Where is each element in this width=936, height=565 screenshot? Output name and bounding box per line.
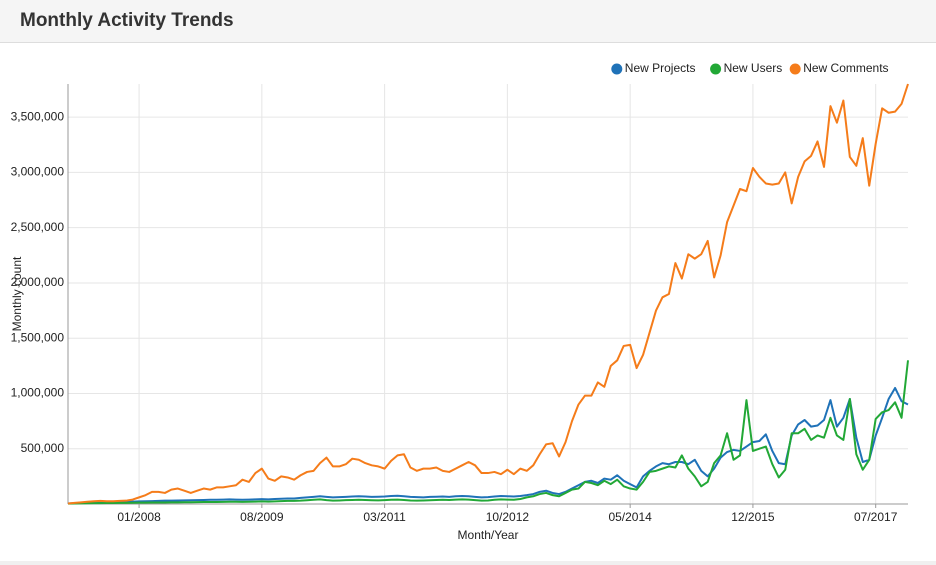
panel-title: Monthly Activity Trends bbox=[20, 10, 234, 31]
x-tick-label: 05/2014 bbox=[608, 510, 652, 524]
legend-swatch bbox=[789, 63, 801, 75]
series-line bbox=[67, 386, 909, 505]
y-axis-label: Monthly count bbox=[10, 256, 24, 331]
x-axis-label: Month/Year bbox=[458, 528, 519, 542]
y-tick-label: 1,500,000 bbox=[11, 330, 65, 344]
x-tick-label: 03/2011 bbox=[363, 510, 406, 524]
panel-header: Monthly Activity Trends bbox=[0, 0, 936, 43]
legend-label: New Users bbox=[724, 61, 783, 75]
y-tick-label: 2,500,000 bbox=[11, 220, 65, 234]
x-tick-label: 08/2009 bbox=[240, 510, 284, 524]
y-tick-label: 1,000,000 bbox=[11, 386, 65, 400]
legend-swatch bbox=[710, 63, 722, 75]
x-tick-label: 10/2012 bbox=[486, 510, 530, 524]
legend-swatch bbox=[611, 63, 623, 75]
x-tick-label: 12/2015 bbox=[731, 510, 775, 524]
y-tick-label: 3,500,000 bbox=[11, 109, 65, 123]
legend-label: New Comments bbox=[803, 61, 888, 75]
x-tick-label: 01/2008 bbox=[117, 510, 161, 524]
panel-footer bbox=[0, 561, 936, 565]
x-tick-label: 07/2017 bbox=[854, 510, 898, 524]
series-line bbox=[67, 360, 909, 505]
y-tick-label: 3,000,000 bbox=[11, 165, 65, 179]
series-line bbox=[67, 83, 909, 505]
y-tick-label: 2,000,000 bbox=[11, 275, 65, 289]
legend-label: New Projects bbox=[625, 61, 696, 75]
y-tick-label: 500,000 bbox=[21, 441, 65, 455]
